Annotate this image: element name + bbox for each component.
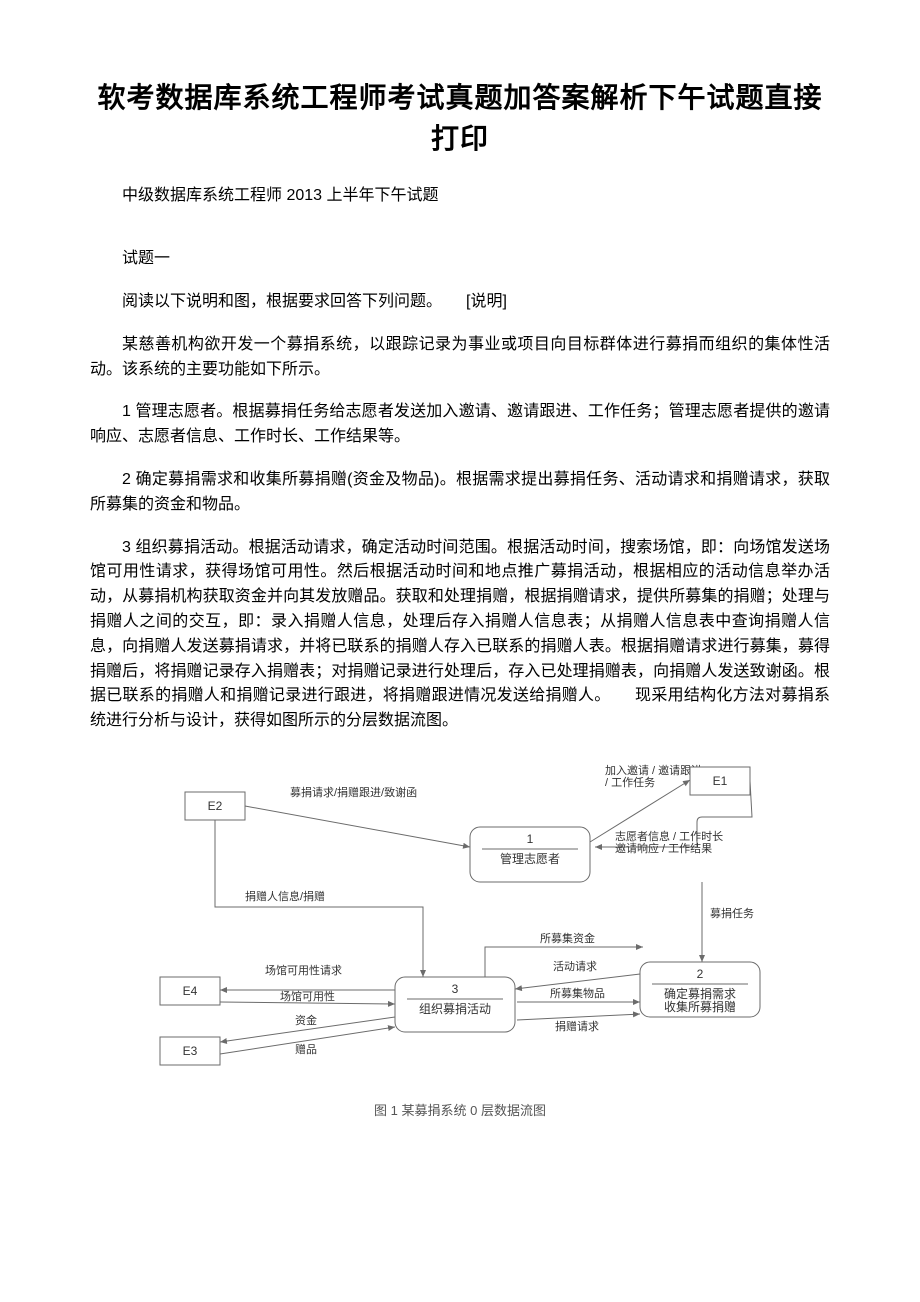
dfd-flow-label: 募捐请求/捐赠跟进/致谢函 — [290, 785, 417, 799]
dfd-entity-label: E2 — [208, 799, 223, 813]
dfd-process-number: 1 — [527, 832, 534, 846]
dfd-process-label: 组织募捐活动 — [419, 1002, 491, 1016]
figure-caption: 图 1 某募捐系统 0 层数据流图 — [90, 1100, 830, 1119]
paragraph-1: 某慈善机构欲开发一个募捐系统，以跟踪记录为事业或项目向目标群体进行募捐而组织的集… — [90, 333, 830, 383]
dfd-flow-label: 赠品 — [295, 1042, 317, 1056]
dfd-flow-label: 资金 — [295, 1013, 317, 1027]
dfd-flow-label: 场馆可用性请求 — [265, 963, 342, 977]
paragraph-4: 3 组织募捐活动。根据活动请求，确定活动时间范围。根据活动时间，搜索场馆，即：向… — [90, 536, 830, 734]
dfd-flow-label: 活动请求 — [553, 960, 597, 973]
dfd-diagram: 加入邀请 / 邀请跟进/ 工作任务志愿者信息 / 工作时长邀请响应 / 工作结果… — [140, 752, 780, 1092]
dfd-flow-label: 募捐任务 — [710, 906, 754, 920]
page-title: 软考数据库系统工程师考试真题加答案解析下午试题直接打印 — [90, 78, 830, 159]
dfd-process-label: 确定募捐需求 — [664, 986, 736, 1001]
exam-subtitle: 中级数据库系统工程师 2013 上半年下午试题 — [90, 181, 830, 205]
dfd-process-number: 2 — [697, 967, 704, 981]
paragraph-3: 2 确定募捐需求和收集所募捐赠(资金及物品)。根据需求提出募捐任务、活动请求和捐… — [90, 468, 830, 518]
paragraph-2: 1 管理志愿者。根据募捐任务给志愿者发送加入邀请、邀请跟进、工作任务；管理志愿者… — [90, 400, 830, 450]
dfd-entity-label: E1 — [713, 774, 728, 788]
dfd-entity-label: E3 — [183, 1044, 198, 1058]
intro-line: 阅读以下说明和图，根据要求回答下列问题。 [说明] — [90, 290, 830, 315]
dfd-flow-label: 捐赠请求 — [555, 1019, 599, 1033]
dfd-flow-label: 所募集物品 — [550, 986, 605, 1000]
dfd-flow-label: 捐赠人信息/捐赠 — [245, 889, 325, 903]
dfd-flow-label: 加入邀请 / 邀请跟进 — [605, 763, 702, 777]
section-label: 试题一 — [90, 247, 830, 272]
dfd-diagram-container: 加入邀请 / 邀请跟进/ 工作任务志愿者信息 / 工作时长邀请响应 / 工作结果… — [90, 752, 830, 1092]
dfd-flow-label: 邀请响应 / 工作结果 — [615, 841, 712, 855]
dfd-flow-label: 场馆可用性 — [280, 989, 335, 1003]
dfd-process-number: 3 — [452, 982, 459, 996]
dfd-flow-label: / 工作任务 — [605, 776, 655, 789]
dfd-flow-label: 志愿者信息 / 工作时长 — [615, 829, 723, 843]
dfd-flow-label: 所募集资金 — [540, 931, 595, 945]
dfd-entity-label: E4 — [183, 984, 198, 998]
dfd-process-label: 管理志愿者 — [500, 851, 560, 866]
dfd-flow-arrow — [517, 1014, 640, 1020]
dfd-flow-arrow — [515, 974, 640, 989]
dfd-process-label: 收集所募捐赠 — [664, 999, 736, 1014]
dfd-flow-arrow — [245, 806, 470, 847]
